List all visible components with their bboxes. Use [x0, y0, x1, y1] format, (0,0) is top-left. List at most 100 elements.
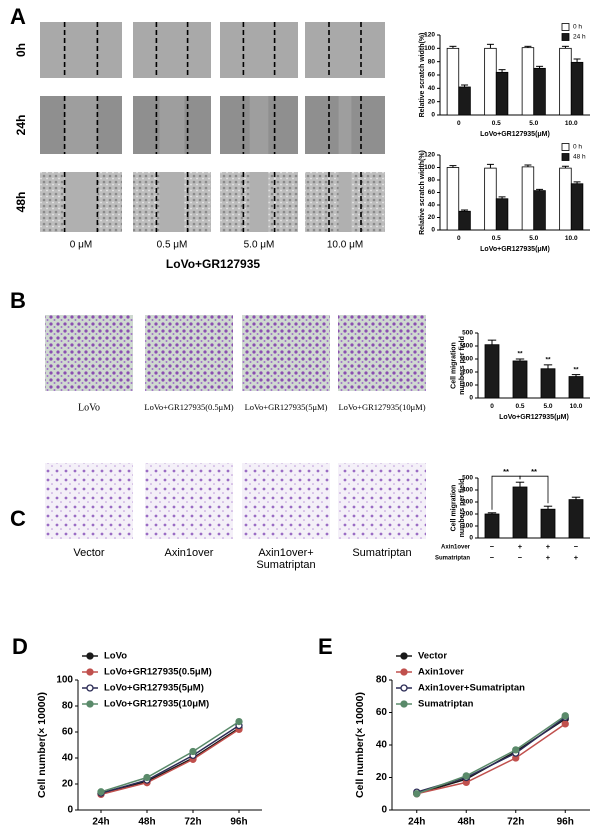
y-tick-label: 60 — [428, 72, 436, 79]
scratch-gap — [338, 172, 352, 232]
legend-marker — [86, 700, 94, 708]
point — [235, 717, 243, 726]
panel-label: A — [10, 4, 26, 29]
significance: ** — [545, 357, 551, 364]
image-label: Sumatriptan — [256, 559, 315, 571]
legend-marker — [86, 652, 94, 660]
x-tick-label: 0.5 — [492, 235, 501, 242]
bar — [521, 166, 535, 231]
x-tick-label: 5.0 — [543, 403, 552, 410]
x-tick-label: 48h — [458, 817, 475, 828]
x-tick-label: 10.0 — [565, 120, 578, 127]
y-tick-label: 500 — [462, 475, 473, 482]
legend-swatch — [561, 33, 570, 41]
image-label: LoVo — [78, 402, 100, 413]
significance: ** — [531, 467, 537, 476]
y-tick-label: 200 — [462, 511, 473, 518]
x-tick-label: 96h — [230, 817, 247, 828]
legend-swatch — [561, 23, 570, 31]
migration-image — [145, 463, 233, 539]
bar — [570, 61, 584, 116]
x-tick-label: 5.0 — [529, 120, 538, 127]
y-tick-label: 120 — [424, 152, 435, 159]
series-line — [416, 715, 566, 795]
condition-value: + — [546, 553, 551, 562]
y-tick-label: 0 — [469, 535, 473, 542]
y-tick-label: 60 — [62, 727, 74, 738]
y-axis-label: numbers per field — [459, 479, 466, 538]
image-label: LoVo+GR127935(5μM) — [245, 402, 328, 412]
y-tick-label: 40 — [428, 85, 436, 92]
y-tick-label: 400 — [462, 487, 473, 494]
migration-image — [242, 463, 330, 539]
series-line — [416, 723, 566, 795]
image-label: Vector — [73, 547, 105, 559]
y-axis-label: numbers per field — [459, 336, 466, 395]
migration-image — [338, 463, 426, 539]
y-tick-label: 80 — [62, 701, 74, 712]
bar — [559, 167, 572, 231]
y-tick-label: 300 — [462, 356, 473, 363]
series-line — [416, 716, 566, 793]
point — [143, 773, 151, 782]
image-label: LoVo+GR127935(0.5μM) — [144, 402, 233, 412]
image-label: Axin1over — [165, 547, 214, 559]
y-tick-label: 40 — [428, 202, 436, 209]
column-label: 0.5 μM — [157, 240, 188, 251]
legend-swatch — [561, 153, 570, 161]
y-tick-label: 300 — [462, 499, 473, 506]
y-axis-label: Cell migration — [450, 342, 457, 389]
bar — [540, 508, 556, 539]
column-label: 5.0 μM — [244, 240, 275, 251]
image-label: Axin1over+ — [258, 547, 313, 559]
legend-label: Vector — [418, 651, 447, 662]
bar — [512, 486, 528, 539]
legend-label: 48 h — [573, 154, 586, 161]
migration-image — [242, 315, 330, 391]
bar — [446, 167, 460, 231]
x-axis-label: LoVo+GR127935(μM) — [480, 131, 550, 138]
bar — [458, 210, 471, 231]
y-tick-label: 40 — [62, 753, 74, 764]
image-label: Sumatriptan — [352, 547, 411, 559]
legend-label: LoVo+GR127935(0.5μM) — [104, 667, 212, 678]
legend-marker — [400, 684, 408, 692]
x-tick-label: 72h — [507, 817, 524, 828]
legend-label: 0 h — [573, 24, 582, 31]
x-axis-label: LoVo+GR127935(μM) — [480, 246, 550, 253]
series-line — [100, 724, 240, 794]
migration-image — [338, 315, 426, 391]
scratch-gap — [338, 96, 352, 154]
migration-image — [145, 315, 233, 391]
condition-name: Sumatriptan — [435, 556, 470, 562]
panel-label: E — [318, 634, 333, 659]
y-tick-label: 100 — [462, 523, 473, 530]
y-tick-label: 500 — [462, 330, 473, 337]
row-label: 0h — [14, 43, 28, 57]
scratch-gap — [64, 172, 98, 232]
condition-value: + — [546, 542, 551, 551]
scratch-gap — [159, 96, 185, 154]
column-label: 0 μM — [70, 240, 92, 251]
x-tick-label: 48h — [138, 817, 155, 828]
point — [413, 790, 421, 798]
y-axis-label: Cell number(× 10000) — [354, 692, 366, 798]
legend-label: LoVo+GR127935(10μM) — [104, 699, 209, 710]
x-tick-label: 0 — [490, 403, 494, 410]
legend-marker — [400, 668, 408, 676]
migration-image — [45, 463, 133, 539]
x-tick-label: 96h — [557, 817, 574, 828]
y-tick-label: 60 — [376, 707, 388, 718]
bar — [484, 513, 500, 539]
point — [189, 747, 197, 756]
y-axis-label: Cell number(× 10000) — [36, 692, 48, 798]
y-tick-label: 20 — [428, 98, 436, 105]
y-tick-label: 0 — [67, 805, 73, 816]
bar — [512, 360, 528, 399]
point — [561, 720, 569, 728]
x-tick-label: 0 — [457, 120, 461, 127]
column-label: 10.0 μM — [327, 240, 363, 251]
legend-label: Axin1over — [418, 667, 464, 678]
bar — [533, 67, 546, 116]
